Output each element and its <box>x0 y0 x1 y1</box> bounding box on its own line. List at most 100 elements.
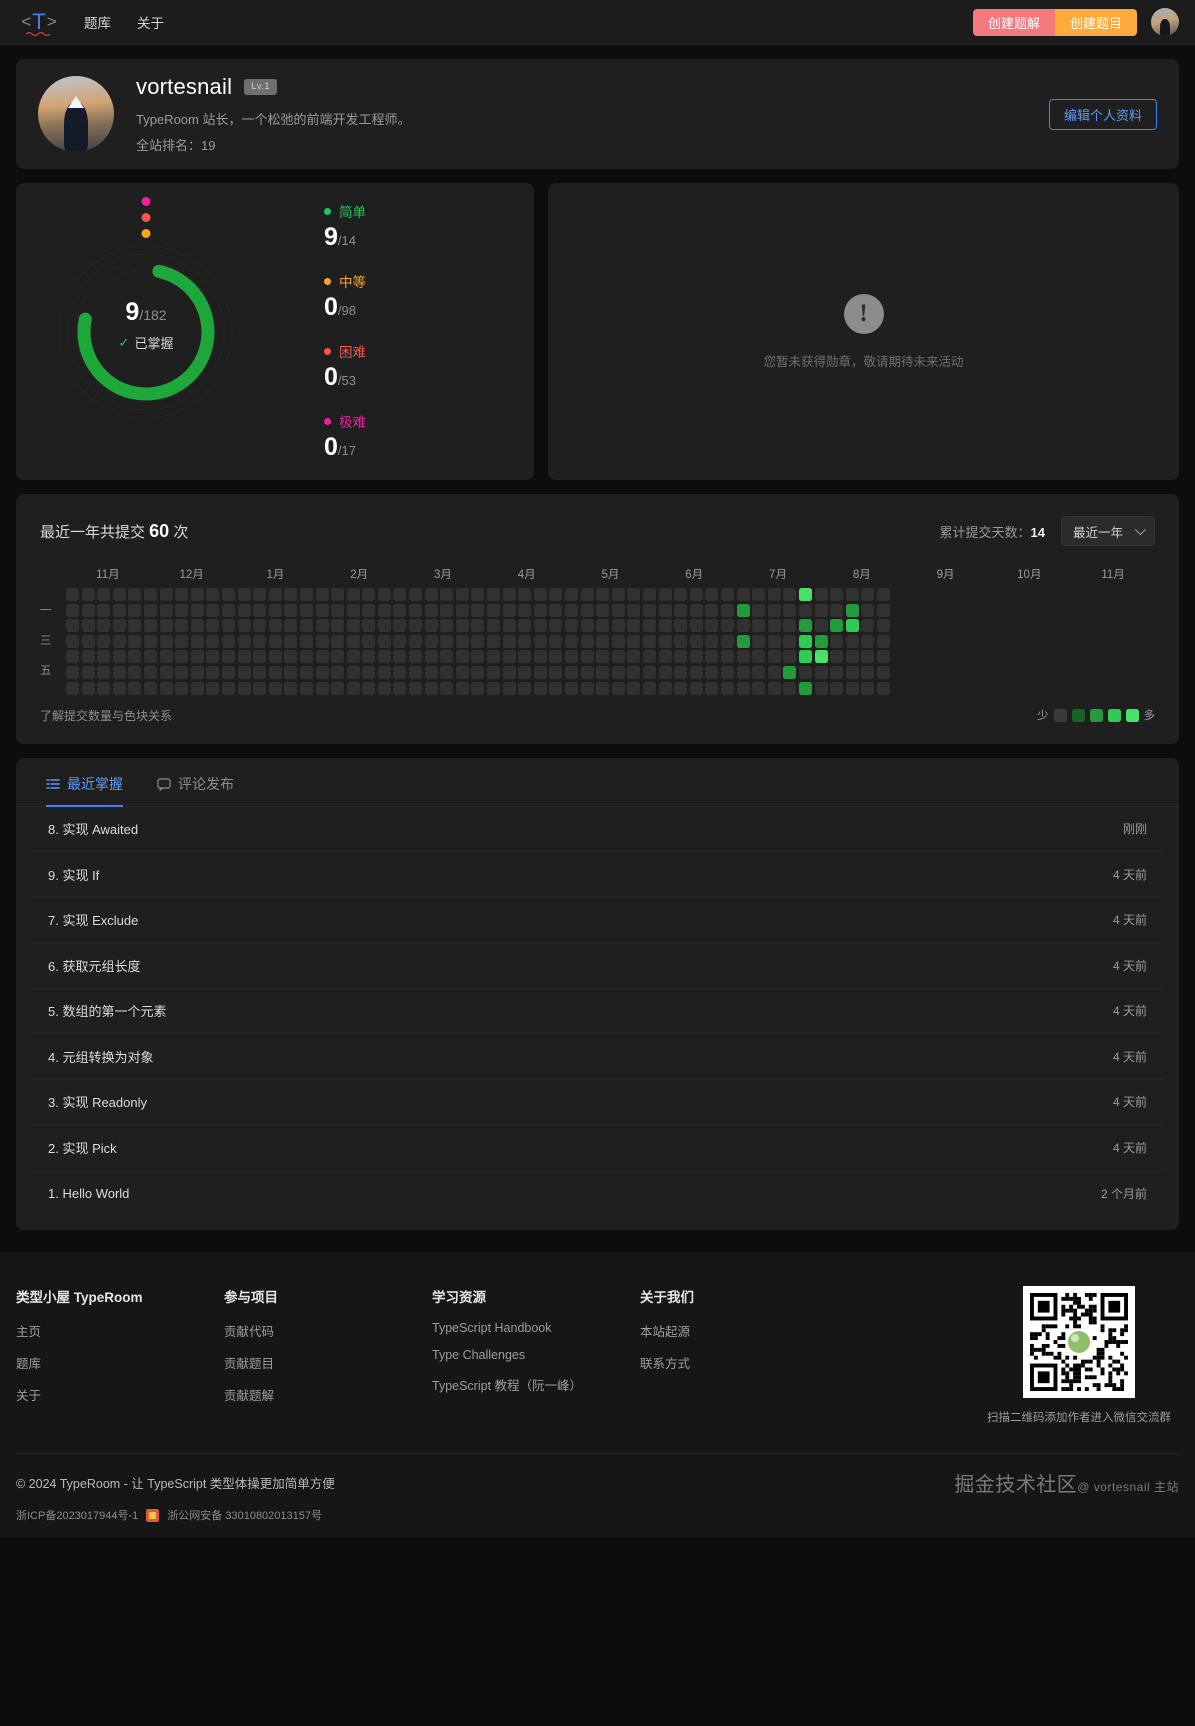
heatmap-cell[interactable] <box>533 588 547 601</box>
heatmap-cell[interactable] <box>580 603 594 617</box>
heatmap-cell[interactable] <box>752 665 766 679</box>
heatmap-cell[interactable] <box>112 681 126 695</box>
heatmap-cell[interactable] <box>206 619 220 633</box>
heatmap-cell[interactable] <box>814 603 828 617</box>
heatmap-cell[interactable] <box>518 603 532 617</box>
heatmap-cell[interactable] <box>175 603 189 617</box>
heatmap-cell[interactable] <box>689 665 703 679</box>
heatmap-cell[interactable] <box>876 634 890 648</box>
heatmap-cell[interactable] <box>565 681 578 695</box>
heatmap-cell[interactable] <box>487 588 501 601</box>
heatmap-cell[interactable] <box>689 619 703 633</box>
heatmap-cell[interactable] <box>845 665 859 679</box>
heatmap-cell[interactable] <box>674 634 688 648</box>
heatmap-cell[interactable] <box>175 619 189 633</box>
heatmap-cell[interactable] <box>814 650 828 664</box>
heatmap-cell[interactable] <box>253 634 267 648</box>
heatmap-cell[interactable] <box>565 634 578 648</box>
heatmap-cell[interactable] <box>97 603 111 617</box>
heatmap-cell[interactable] <box>830 619 844 633</box>
list-item[interactable]: 7. 实现 Exclude 4 天前 <box>30 898 1165 944</box>
heatmap-cell[interactable] <box>331 588 345 601</box>
heatmap-cell[interactable] <box>658 634 672 648</box>
heatmap-cell[interactable] <box>424 603 438 617</box>
heatmap-cell[interactable] <box>830 665 844 679</box>
heatmap-cell[interactable] <box>315 619 329 633</box>
heatmap-cell[interactable] <box>487 603 501 617</box>
range-select[interactable]: 最近一年 <box>1060 516 1155 546</box>
heatmap-cell[interactable] <box>580 588 594 601</box>
heatmap-cell[interactable] <box>206 634 220 648</box>
create-problem-button[interactable]: 创建题目 <box>1054 8 1137 36</box>
heatmap-cell[interactable] <box>81 681 95 695</box>
heatmap-cell[interactable] <box>237 665 251 679</box>
heatmap-cell[interactable] <box>143 603 157 617</box>
heatmap-cell[interactable] <box>175 634 189 648</box>
heatmap-cell[interactable] <box>362 603 376 617</box>
heatmap-cell[interactable] <box>97 634 111 648</box>
heatmap-cell[interactable] <box>268 634 282 648</box>
heatmap-cell[interactable] <box>767 619 781 633</box>
heatmap-cell[interactable] <box>674 665 688 679</box>
heatmap-cell[interactable] <box>128 634 142 648</box>
heatmap-cell[interactable] <box>284 665 298 679</box>
heatmap-cell[interactable] <box>346 681 360 695</box>
heatmap-cell[interactable] <box>705 603 719 617</box>
heatmap-cell[interactable] <box>798 665 812 679</box>
heatmap-cell[interactable] <box>315 634 329 648</box>
heatmap-cell[interactable] <box>487 634 501 648</box>
heatmap-cell[interactable] <box>455 603 469 617</box>
heatmap-cell[interactable] <box>596 619 610 633</box>
heatmap-cell[interactable] <box>66 681 79 695</box>
heatmap-cell[interactable] <box>346 588 360 601</box>
heatmap-cell[interactable] <box>221 634 235 648</box>
heatmap-cell[interactable] <box>876 603 890 617</box>
footer-link[interactable]: Type Challenges <box>432 1348 526 1363</box>
heatmap-cell[interactable] <box>783 650 797 664</box>
heatmap-cell[interactable] <box>159 665 173 679</box>
list-item[interactable]: 3. 实现 Readonly 4 天前 <box>30 1080 1165 1126</box>
heatmap-cell[interactable] <box>128 665 142 679</box>
heatmap-cell[interactable] <box>830 603 844 617</box>
heatmap-cell[interactable] <box>409 603 423 617</box>
heatmap-cell[interactable] <box>705 588 719 601</box>
create-solution-button[interactable]: 创建题解 <box>972 8 1055 36</box>
heatmap-cell[interactable] <box>658 588 672 601</box>
heatmap-cell[interactable] <box>611 588 625 601</box>
heatmap-cell[interactable] <box>627 603 641 617</box>
heatmap-cell[interactable] <box>471 619 485 633</box>
heatmap-cell[interactable] <box>112 650 126 664</box>
heatmap-cell[interactable] <box>128 650 142 664</box>
heatmap-cell[interactable] <box>346 619 360 633</box>
heatmap-cell[interactable] <box>66 650 79 664</box>
heatmap-cell[interactable] <box>689 634 703 648</box>
heatmap-cell[interactable] <box>658 619 672 633</box>
heatmap-cell[interactable] <box>565 603 578 617</box>
heatmap-cell[interactable] <box>752 650 766 664</box>
heatmap-cell[interactable] <box>331 681 345 695</box>
heatmap-cell[interactable] <box>798 588 812 601</box>
heatmap-cell[interactable] <box>190 588 204 601</box>
list-item[interactable]: 4. 元组转换为对象 4 天前 <box>30 1034 1165 1080</box>
heatmap-cell[interactable] <box>471 650 485 664</box>
heatmap-cell[interactable] <box>221 619 235 633</box>
heatmap-cell[interactable] <box>674 588 688 601</box>
heatmap-cell[interactable] <box>377 588 391 601</box>
heatmap-cell[interactable] <box>549 681 563 695</box>
heatmap-cell[interactable] <box>237 650 251 664</box>
heatmap-cell[interactable] <box>565 665 578 679</box>
logo[interactable]: < T > <box>16 7 62 37</box>
heatmap-cell[interactable] <box>767 588 781 601</box>
heatmap-cell[interactable] <box>767 681 781 695</box>
heatmap-cell[interactable] <box>221 681 235 695</box>
heatmap-cell[interactable] <box>798 634 812 648</box>
footer-police[interactable]: 浙公网安备 33010802013157号 <box>167 1510 323 1523</box>
heatmap-cell[interactable] <box>783 588 797 601</box>
heatmap-cell[interactable] <box>143 650 157 664</box>
heatmap-cell[interactable] <box>206 588 220 601</box>
heatmap-cell[interactable] <box>237 634 251 648</box>
heatmap-cell[interactable] <box>268 588 282 601</box>
heatmap-cell[interactable] <box>627 588 641 601</box>
heatmap-cell[interactable] <box>830 681 844 695</box>
heatmap-cell[interactable] <box>611 681 625 695</box>
